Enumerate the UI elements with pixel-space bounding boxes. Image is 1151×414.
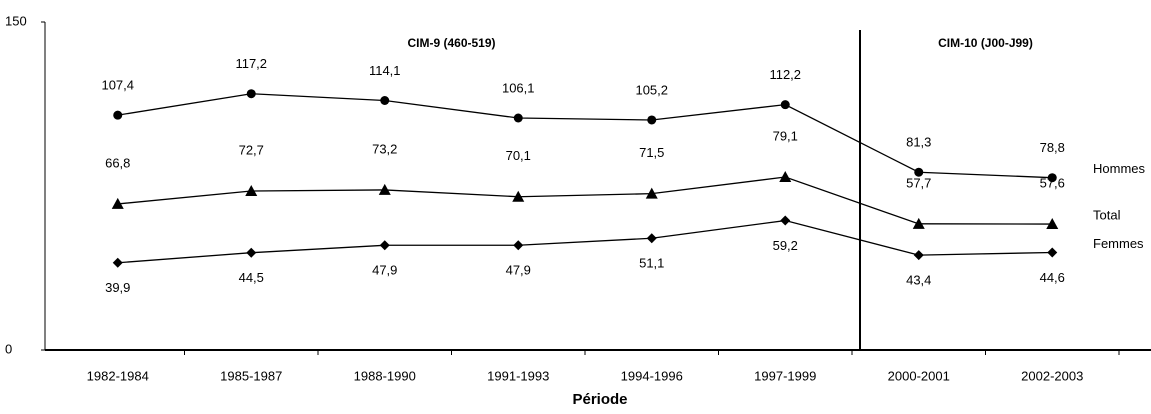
data-label: 72,7 xyxy=(239,142,264,157)
data-label: 70,1 xyxy=(506,148,531,163)
data-label: 117,2 xyxy=(235,56,267,71)
data-label: 73,2 xyxy=(372,141,397,156)
marker xyxy=(912,217,925,229)
series-label: Hommes xyxy=(1093,161,1146,176)
marker xyxy=(513,240,524,251)
data-label: 66,8 xyxy=(105,155,130,170)
annotation: CIM-9 (460-519) xyxy=(407,36,495,50)
x-tick-label: 1982-1984 xyxy=(87,368,149,383)
data-label: 57,6 xyxy=(1040,175,1065,190)
marker xyxy=(245,185,258,197)
marker xyxy=(1047,247,1058,258)
data-label: 79,1 xyxy=(773,128,798,143)
series-label: Total xyxy=(1093,207,1121,222)
marker xyxy=(246,247,257,258)
data-label: 71,5 xyxy=(639,145,664,160)
marker xyxy=(246,89,256,99)
marker xyxy=(913,250,924,261)
x-tick-label: 1988-1990 xyxy=(354,368,416,383)
data-label: 39,9 xyxy=(105,280,130,295)
marker xyxy=(380,96,390,106)
marker xyxy=(379,240,390,251)
data-label: 43,4 xyxy=(906,273,931,288)
marker xyxy=(645,187,658,199)
data-label: 51,1 xyxy=(639,256,664,271)
data-label: 44,5 xyxy=(239,270,264,285)
data-label: 57,7 xyxy=(906,175,931,190)
marker xyxy=(1047,173,1057,183)
data-label: 59,2 xyxy=(773,238,798,253)
x-tick-label: 1994-1996 xyxy=(621,368,683,383)
data-label: 78,8 xyxy=(1040,140,1065,155)
marker xyxy=(780,215,791,226)
data-label: 112,2 xyxy=(769,67,801,82)
marker xyxy=(512,190,525,202)
data-label: 44,6 xyxy=(1040,270,1065,285)
marker xyxy=(780,100,790,110)
marker xyxy=(647,115,657,125)
series-line xyxy=(117,176,1053,225)
data-label: 47,9 xyxy=(372,263,397,278)
series-line xyxy=(117,93,1053,179)
series-line xyxy=(117,219,1053,264)
marker xyxy=(378,183,391,195)
marker xyxy=(1046,218,1059,230)
data-label: 107,4 xyxy=(101,78,134,93)
y-tick-label: 150 xyxy=(5,13,27,28)
marker xyxy=(646,233,657,244)
marker xyxy=(914,167,924,177)
marker xyxy=(779,171,792,183)
data-label: 47,9 xyxy=(506,263,531,278)
marker xyxy=(513,113,523,123)
y-tick-label: 0 xyxy=(5,341,12,356)
x-axis-label: Période xyxy=(572,391,627,408)
x-tick-label: 1985-1987 xyxy=(220,368,282,383)
series-label: Femmes xyxy=(1093,236,1144,251)
marker xyxy=(112,257,123,268)
data-label: 114,1 xyxy=(369,63,401,78)
data-label: 81,3 xyxy=(906,135,931,150)
x-tick-label: 1991-1993 xyxy=(487,368,549,383)
marker xyxy=(113,110,123,120)
annotation: CIM-10 (J00-J99) xyxy=(938,36,1033,50)
x-tick-label: 2002-2003 xyxy=(1021,368,1083,383)
data-label: 105,2 xyxy=(635,82,668,97)
marker xyxy=(111,197,124,209)
data-label: 106,1 xyxy=(502,80,535,95)
x-tick-label: 2000-2001 xyxy=(888,368,950,383)
x-tick-label: 1997-1999 xyxy=(754,368,816,383)
